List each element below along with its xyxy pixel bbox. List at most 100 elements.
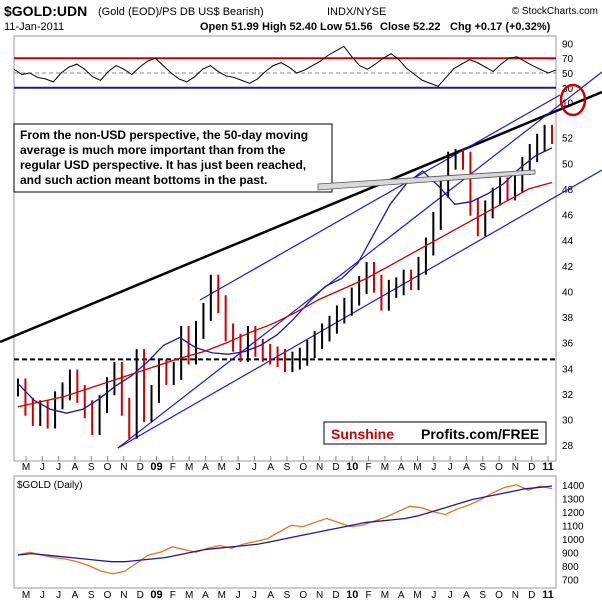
x-tick-label-lower: M (185, 590, 193, 601)
x-tick-label: A (463, 462, 470, 473)
x-tick-label-lower: N (316, 590, 323, 601)
x-tick-label: A (72, 462, 79, 473)
x-tick-label-lower: J (431, 590, 436, 601)
x-tick-label-lower: S (88, 590, 95, 601)
chg-label: Chg +0.17 (+0.32%) (450, 21, 551, 33)
gold-y-tick: 900 (562, 548, 579, 559)
x-tick-label: N (316, 462, 323, 473)
rsi-y-tick: 10 (562, 99, 574, 110)
x-tick-label-lower: A (72, 590, 79, 601)
x-tick-label-lower: J (56, 590, 61, 601)
x-tick-label: J (448, 462, 453, 473)
x-tick-label-lower: M (218, 590, 226, 601)
ma200-line (17, 181, 553, 408)
x-tick-label: S (479, 462, 486, 473)
x-tick-label: M (185, 462, 193, 473)
x-tick-label-lower: 10 (346, 589, 358, 601)
rsi-line (13, 45, 557, 87)
price-panel: 52 50 48 46 44 42 40 38 36 34 32 30 28 (0, 71, 602, 461)
date-label: 11-Jan-2011 (4, 21, 64, 33)
x-tick-label: M (218, 462, 226, 473)
watermark: Sunshine Profits.com/FREE (323, 421, 547, 445)
x-tick-label-lower: F (366, 590, 372, 601)
annotation-line-1: From the non-USD perspective, the 50-day… (20, 128, 308, 142)
x-tick-label: M (381, 462, 389, 473)
x-tick-label-lower: A (398, 590, 405, 601)
rsi-y-tick: 70 (562, 54, 574, 65)
x-tick-label: M (22, 462, 30, 473)
x-tick-label: D (528, 462, 535, 473)
x-tick-label: J (236, 462, 241, 473)
x-tick-label: N (512, 462, 519, 473)
x-tick-label-lower: D (528, 590, 535, 601)
x-tick-label-lower: A (202, 590, 209, 601)
x-tick-label-lower: O (104, 590, 112, 601)
x-tick-label-lower: M (381, 590, 389, 601)
x-tick-label: J (40, 462, 45, 473)
x-axis-labels: MMJJJJAASSOONNDD0909FFMMAAMMJJJJAASSOONN… (22, 461, 554, 601)
price-y-tick: 36 (562, 339, 574, 350)
x-tick-label: O (104, 462, 112, 473)
x-tick-label: F (366, 462, 372, 473)
x-tick-label: S (284, 462, 291, 473)
x-tick-label-lower: 11 (542, 589, 554, 601)
x-tick-label-lower: M (22, 590, 30, 601)
gold-panel-title: $GOLD (Daily) (17, 480, 83, 491)
x-tick-label: N (120, 462, 127, 473)
x-tick-label-lower: N (512, 590, 519, 601)
x-tick-label-lower: A (463, 590, 470, 601)
x-tick-label-lower: M (413, 590, 421, 601)
x-tick-label: A (202, 462, 209, 473)
open-label: Open 51.99 (200, 21, 259, 33)
x-tick-label-lower: O (495, 590, 503, 601)
description-label: (Gold (EOD)/PS DB US$ Bearish) (98, 6, 264, 18)
trendline-blue-mid (199, 94, 561, 301)
rsi-y-tick: 90 (562, 39, 574, 50)
x-tick-label-lower: J (448, 590, 453, 601)
trendline-black (0, 90, 602, 344)
low-label: Low 51.56 (320, 21, 373, 33)
x-tick-label-lower: S (479, 590, 486, 601)
exchange-label: INDX/NYSE (327, 6, 386, 18)
annotation-line-3: regular USD perspective. It has just bee… (20, 158, 306, 172)
watermark-rest: Profits.com/FREE (421, 426, 539, 442)
x-tick-label: A (267, 462, 274, 473)
x-tick-label-lower: N (120, 590, 127, 601)
annotation-line-4: and such action meant bottoms in the pas… (20, 173, 267, 187)
gold-y-tick: 1200 (562, 508, 585, 519)
copyright-label: © StockCharts.com (512, 6, 598, 17)
x-tick-label: J (252, 462, 257, 473)
high-label: High 52.40 (262, 21, 317, 33)
price-y-tick: 32 (562, 390, 574, 401)
x-tick-label: D (332, 462, 339, 473)
gold-y-tick: 1400 (562, 481, 585, 492)
annotation-line-2: average is much more important than from… (20, 143, 286, 157)
x-tick-label: 11 (542, 461, 554, 473)
rsi-panel: 90 70 50 30 10 (13, 39, 574, 110)
annotation-pointer (317, 169, 536, 191)
x-tick-label: 10 (346, 461, 358, 473)
gold-panel: 1400 1300 1200 1100 1000 900 800 700 (17, 481, 585, 586)
ma50-line (17, 147, 553, 414)
x-tick-label-lower: D (332, 590, 339, 601)
x-tick-label-lower: O (299, 590, 307, 601)
gold-y-tick: 1100 (562, 521, 584, 532)
x-tick-label-lower: A (267, 590, 274, 601)
price-y-tick: 52 (562, 134, 574, 145)
x-tick-label: A (398, 462, 405, 473)
annotation-box: From the non-USD perspective, the 50-day… (13, 123, 333, 193)
rsi-y-tick: 50 (562, 69, 574, 80)
gold-ma-line (17, 485, 553, 563)
x-tick-label-lower: J (252, 590, 257, 601)
price-y-tick: 30 (562, 416, 574, 427)
x-tick-label-lower: J (40, 590, 45, 601)
rsi-highlight-circle (559, 83, 587, 117)
gold-y-tick: 800 (562, 562, 579, 573)
price-y-tick: 44 (562, 236, 574, 247)
price-y-tick: 34 (562, 364, 574, 375)
x-tick-label: F (170, 462, 176, 473)
x-tick-label-lower: S (284, 590, 291, 601)
